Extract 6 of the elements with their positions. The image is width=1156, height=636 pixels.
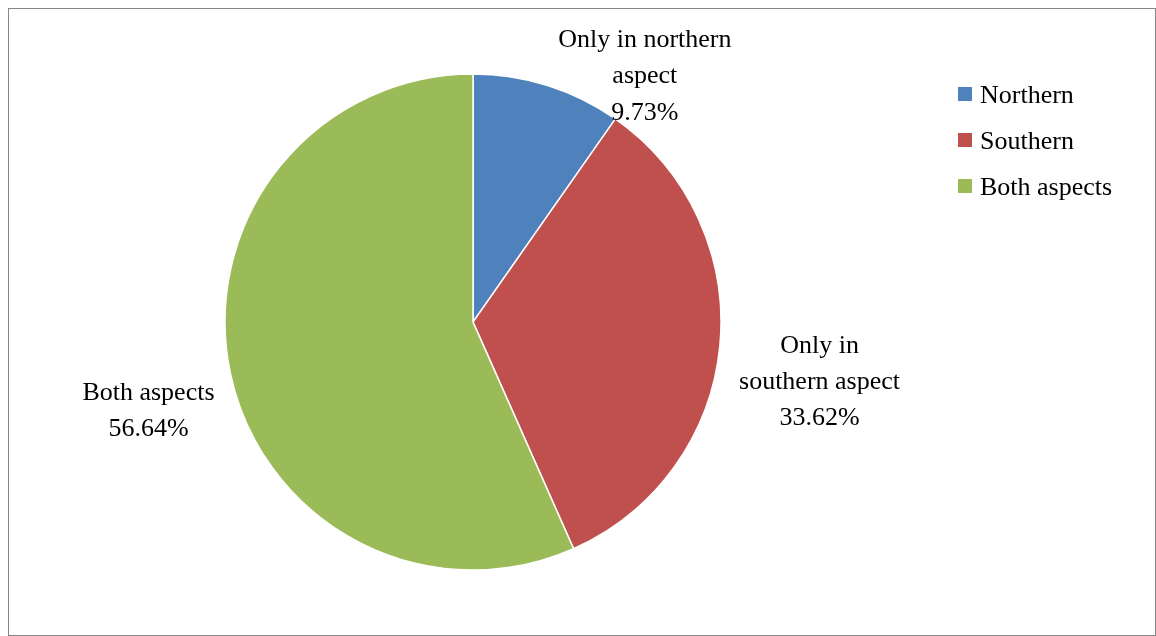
legend-label: Both aspects — [980, 172, 1113, 202]
data-label: Both aspects 56.64% — [82, 376, 215, 442]
legend-label: Southern — [980, 126, 1074, 156]
data-label: Only in northern aspect 9.73% — [558, 23, 732, 126]
data-label: Only in southern aspect 33.62% — [739, 329, 901, 432]
legend-label: Northern — [980, 80, 1074, 110]
